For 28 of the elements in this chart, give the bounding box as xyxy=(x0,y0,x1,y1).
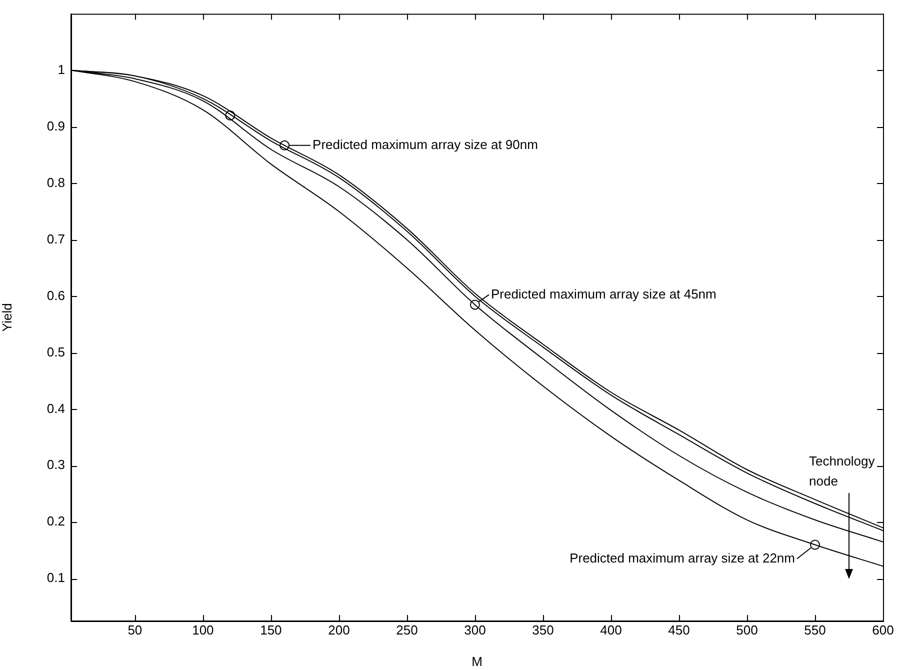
y-tick-label: 0.8 xyxy=(46,174,65,190)
x-axis-title: M xyxy=(472,654,482,669)
y-axis-title: Yield xyxy=(0,303,14,332)
y-tick-label: 0.4 xyxy=(46,400,65,416)
x-tick-label: 600 xyxy=(872,622,894,638)
y-tick-label: 1 xyxy=(58,62,65,77)
x-tick-label: 450 xyxy=(668,622,690,638)
x-tick-label: 200 xyxy=(328,622,350,638)
y-tick-label: 0.9 xyxy=(46,118,65,134)
x-tick-label: 500 xyxy=(736,622,758,638)
x-tick-label: 400 xyxy=(600,622,622,638)
y-tick-label: 0.5 xyxy=(46,344,65,360)
annotation: Technology node xyxy=(809,454,876,489)
y-tick-label: 0.7 xyxy=(46,231,65,246)
annotation: Predicted maximum array size at 22nm xyxy=(570,550,795,566)
x-tick-label: 50 xyxy=(128,622,142,638)
x-tick-label: 100 xyxy=(192,622,214,638)
x-tick-label: 350 xyxy=(532,622,554,638)
x-tick-label: 150 xyxy=(260,622,282,638)
y-tick-label: 0.1 xyxy=(46,570,65,586)
annotation: Predicted maximum array size at 90nm xyxy=(312,136,538,152)
x-tick-label: 550 xyxy=(804,622,826,638)
y-tick-label: 0.2 xyxy=(46,514,65,529)
y-tick-label: 0.6 xyxy=(46,288,65,303)
x-tick-label: 300 xyxy=(464,622,486,638)
annotation: Predicted maximum array size at 45nm xyxy=(490,286,716,302)
x-tick-label: 250 xyxy=(396,622,418,638)
y-tick-label: 0.3 xyxy=(46,457,65,472)
